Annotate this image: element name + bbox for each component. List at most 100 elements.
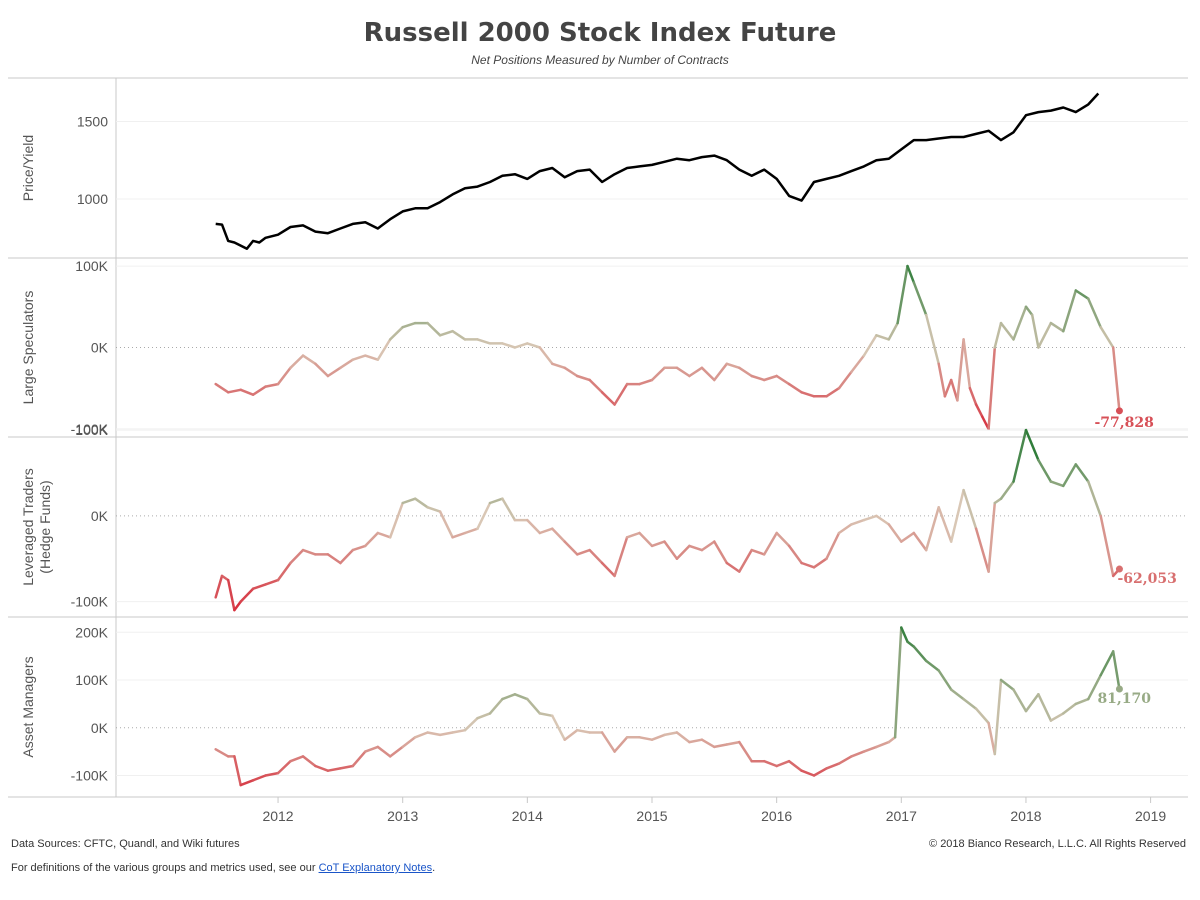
large-speculators-segment <box>943 378 953 398</box>
leveraged-traders-end-label: -62,053 <box>1117 571 1176 587</box>
asset-managers-segment <box>993 678 1003 756</box>
y-axis-label: Asset Managers <box>20 656 36 757</box>
asset-managers-segment <box>314 764 330 772</box>
x-tick-label: 2017 <box>886 808 917 824</box>
x-tick-label: 2014 <box>512 808 543 824</box>
large-speculators-segment <box>775 374 791 386</box>
large-speculators-segment <box>762 374 778 382</box>
large-speculators-segment <box>912 281 928 317</box>
large-speculators-segment <box>1087 297 1102 329</box>
asset-managers-segment <box>906 640 916 648</box>
asset-managers-segment <box>912 645 928 663</box>
x-tick-label: 2012 <box>262 808 293 824</box>
large-speculators-segment <box>999 321 1015 341</box>
asset-managers-segment <box>1062 702 1078 715</box>
y-tick-label: -100K <box>71 768 109 784</box>
y-tick-label: 100K <box>75 258 108 274</box>
y-tick-label: 200K <box>75 624 108 640</box>
y-tick-label: 1500 <box>77 113 108 129</box>
y-tick-label: -100K <box>71 421 109 437</box>
leveraged-traders-segment <box>725 561 741 573</box>
asset-managers-segment <box>276 759 292 775</box>
large-speculators-segment <box>551 362 566 370</box>
x-tick-label: 2016 <box>761 808 792 824</box>
asset-managers-segment <box>351 750 367 768</box>
leveraged-traders-segment <box>1012 428 1028 483</box>
leveraged-traders-segment <box>588 548 604 565</box>
leveraged-traders-segment <box>388 501 404 539</box>
leveraged-traders-segment <box>850 518 866 526</box>
leveraged-traders-segment <box>787 544 803 565</box>
leveraged-traders-segment <box>738 548 753 573</box>
large-speculators-segment <box>968 386 978 406</box>
leveraged-traders-segment <box>812 557 828 569</box>
leveraged-traders-segment <box>413 497 429 509</box>
large-speculators-segment <box>896 264 909 325</box>
large-speculators-segment <box>875 334 891 341</box>
large-speculators-segment <box>326 366 342 378</box>
leveraged-traders-segment <box>650 540 666 548</box>
large-speculators-segment <box>1099 325 1115 349</box>
asset-managers-segment <box>762 759 778 768</box>
large-speculators-segment <box>314 362 330 378</box>
leveraged-traders-segment <box>638 531 654 548</box>
leveraged-traders-segment <box>563 540 579 556</box>
y-tick-label: 0K <box>91 720 109 736</box>
cot-explanatory-notes-link[interactable]: CoT Explanatory Notes <box>318 862 433 874</box>
asset-managers-segment <box>575 728 591 734</box>
asset-managers-segment <box>401 736 417 749</box>
leveraged-traders-segment <box>526 518 542 535</box>
large-speculators-segment <box>451 329 467 341</box>
asset-managers-segment <box>999 678 1015 691</box>
asset-managers-segment <box>326 767 342 772</box>
asset-managers-segment <box>451 728 467 734</box>
asset-managers-segment <box>713 743 729 749</box>
asset-managers-segment <box>538 712 554 718</box>
large-speculators-segment <box>226 388 242 394</box>
asset-managers-segment <box>887 736 897 744</box>
asset-managers-segment <box>862 745 878 753</box>
asset-managers-segment <box>513 693 529 701</box>
large-speculators-segment <box>401 321 417 329</box>
large-speculators-segment <box>987 346 997 431</box>
large-speculators-segment <box>239 388 255 396</box>
large-speculators-segment <box>837 370 853 390</box>
asset-managers-segment <box>875 740 891 749</box>
asset-managers-segment <box>962 697 978 710</box>
large-speculators-segment <box>1024 305 1034 317</box>
asset-managers-segment <box>787 759 803 772</box>
leveraged-traders-segment <box>364 531 380 548</box>
y-axis-label-secondary: (Hedge Funds) <box>37 480 53 573</box>
large-speculators-segment <box>264 382 280 388</box>
large-speculators-segment <box>825 386 841 398</box>
y-axis-label: Large Speculators <box>20 291 36 405</box>
data-sources-note: Data Sources: CFTC, Quandl, and Wiki fut… <box>11 838 240 850</box>
x-tick-label: 2019 <box>1135 808 1166 824</box>
large-speculators-segment <box>364 354 380 361</box>
asset-managers-segment <box>551 714 566 741</box>
definitions-prefix: For definitions of the various groups an… <box>11 862 319 874</box>
large-speculators-segment <box>600 391 616 406</box>
y-tick-label: 1000 <box>77 191 108 207</box>
y-axis-label: Price/Yield <box>20 135 36 201</box>
leveraged-traders-segment <box>1037 458 1053 483</box>
leveraged-traders-segment <box>239 587 255 603</box>
leveraged-traders-segment <box>463 527 479 535</box>
large-speculators-segment <box>688 366 704 378</box>
large-speculators-segment <box>750 374 766 382</box>
leveraged-traders-segment <box>999 480 1015 500</box>
leveraged-traders-segment <box>800 561 816 569</box>
leveraged-traders-segment <box>1087 480 1102 518</box>
large-speculators-segment <box>887 321 899 341</box>
asset-managers-segment <box>638 736 654 741</box>
leveraged-traders-segment <box>887 523 903 543</box>
large-speculators-segment <box>513 342 529 349</box>
large-speculators-segment <box>924 313 940 366</box>
asset-managers-segment <box>800 769 816 777</box>
leveraged-traders-segment <box>351 544 367 552</box>
leveraged-traders-segment <box>688 544 704 552</box>
asset-managers-segment <box>937 669 953 691</box>
asset-managers-segment <box>501 693 517 701</box>
large-speculators-end-point <box>1115 407 1123 415</box>
asset-managers-end-label: 81,170 <box>1097 691 1151 707</box>
